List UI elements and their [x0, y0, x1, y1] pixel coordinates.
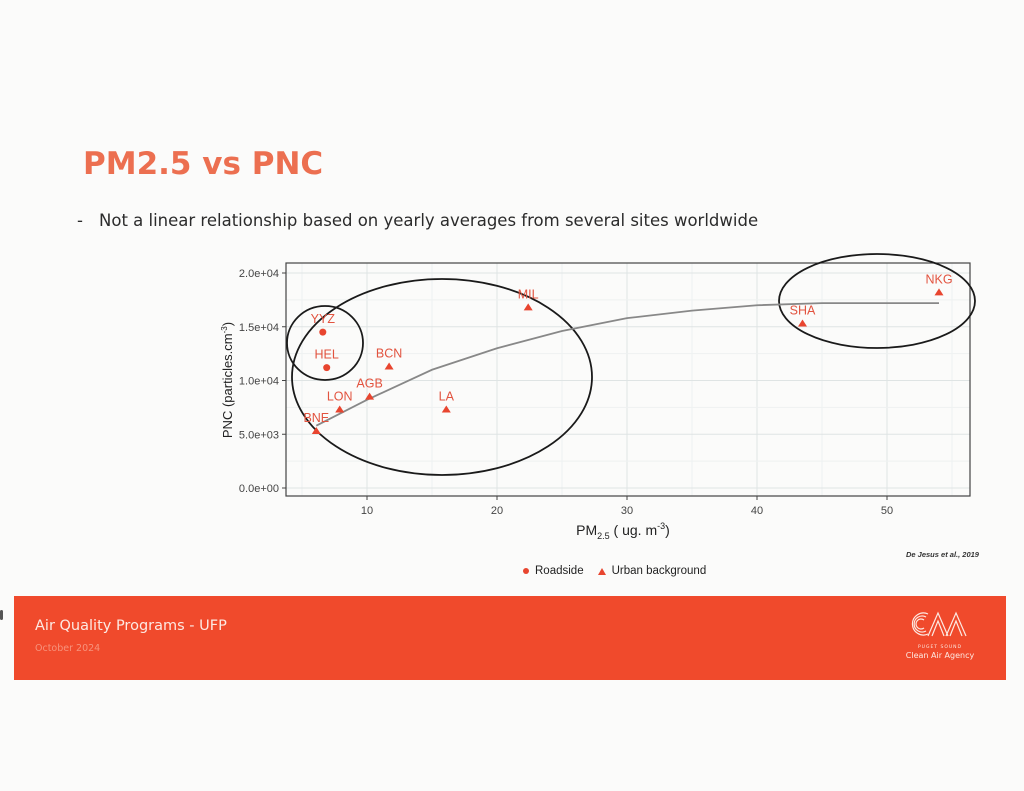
- svg-text:50: 50: [881, 505, 893, 517]
- svg-text:20: 20: [491, 505, 503, 517]
- point-label: LA: [439, 390, 455, 404]
- point-label: HEL: [315, 348, 339, 362]
- svg-text:40: 40: [751, 505, 763, 517]
- y-axis-label: PNC (particles.cm-3): [220, 322, 235, 438]
- x-axis-label: PM2.5 ( ug. m-3): [576, 521, 670, 541]
- urban-point: [335, 405, 345, 413]
- bullet-text: Not a linear relationship based on yearl…: [99, 211, 759, 230]
- urban-point: [384, 362, 394, 370]
- legend-roadside: Roadside: [535, 565, 584, 577]
- svg-text:30: 30: [621, 505, 633, 517]
- axis-ticks: 10 20 30 40 50 0.0e+00 5.0e+03 1.0e+04 1.5e+04 2.…: [239, 268, 893, 517]
- urban-point: [311, 427, 321, 435]
- slide-title: PM2.5 vs PNC: [83, 146, 324, 182]
- bullet-dash: -: [77, 211, 83, 230]
- caa-logo-icon: [911, 611, 967, 637]
- chart-grid: [286, 263, 970, 496]
- footer-banner: Air Quality Programs - UFP October 2024 …: [14, 596, 1006, 680]
- fit-curve: [315, 302, 939, 427]
- point-label: YYZ: [311, 312, 336, 326]
- point-label: SHA: [790, 304, 816, 318]
- roadside-marker-icon: [523, 568, 529, 574]
- point-label: NKG: [925, 272, 952, 286]
- urban-marker-icon: [597, 567, 606, 575]
- point-label: BNE: [303, 411, 329, 425]
- point-label: LON: [327, 390, 353, 404]
- agency-logo: PUGET SOUND Clean Air Agency: [900, 610, 980, 660]
- annotation-ellipses: [286, 253, 976, 476]
- legend-urban: Urban background: [611, 565, 707, 577]
- svg-text:10: 10: [361, 505, 373, 517]
- logo-small-text: PUGET SOUND: [917, 645, 963, 650]
- scatter-chart: 10 20 30 40 50 0.0e+00 5.0e+03 1.0e+04 1.5e+04 2.…: [220, 253, 976, 541]
- urban-point: [798, 319, 807, 327]
- footer-date: October 2024: [35, 643, 101, 654]
- urban-point: [934, 288, 944, 296]
- logo-name: Clean Air Agency: [905, 651, 975, 660]
- svg-text:5.0e+03: 5.0e+03: [239, 429, 279, 441]
- point-label: AGB: [356, 377, 382, 391]
- point-label: MIL: [518, 287, 539, 301]
- point-label: BCN: [376, 347, 402, 361]
- citation: De Jesus et al., 2019: [906, 550, 979, 559]
- plot-border: [285, 262, 971, 497]
- roadside-point: [323, 364, 331, 372]
- svg-text:2.0e+04: 2.0e+04: [239, 268, 279, 280]
- roadside-point: [319, 328, 327, 336]
- footer-title: Air Quality Programs - UFP: [35, 618, 227, 634]
- svg-text:1.5e+04: 1.5e+04: [239, 322, 279, 334]
- edge-mark: [0, 610, 3, 620]
- svg-text:0.0e+00: 0.0e+00: [239, 483, 279, 495]
- chart-legend: Roadside Urban background: [523, 565, 706, 577]
- svg-text:1.0e+04: 1.0e+04: [239, 376, 279, 388]
- urban-point: [523, 303, 533, 311]
- urban-point: [441, 405, 451, 413]
- bullet-point: - Not a linear relationship based on yea…: [77, 209, 797, 232]
- urban-point: [365, 392, 375, 400]
